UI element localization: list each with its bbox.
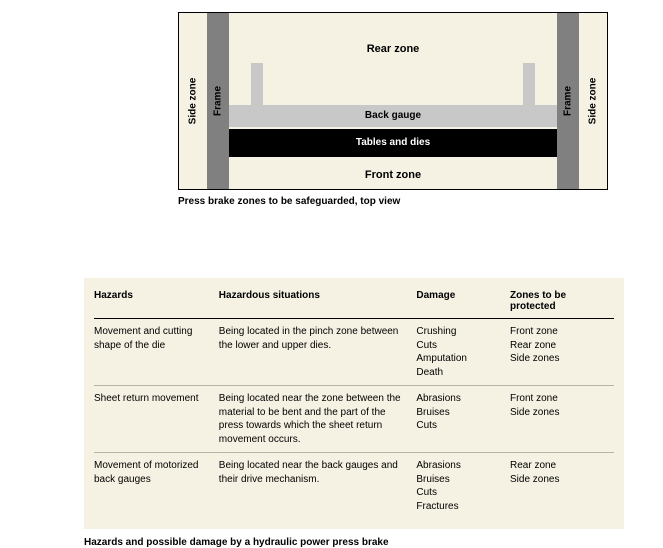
back-gauge-label: Back gauge <box>365 110 421 121</box>
cell-damage: AbrasionsBruisesCuts <box>416 386 510 453</box>
rear-zone: Rear zone <box>229 13 557 85</box>
header-hazards: Hazards <box>94 286 219 319</box>
side-zone-left: Side zone <box>179 13 207 189</box>
table-row: Sheet return movementBeing located near … <box>94 386 614 453</box>
damage-item: Amputation <box>416 352 504 366</box>
central-area: Rear zone Back gauge Tables and dies Fro… <box>229 13 557 189</box>
damage-item: Crushing <box>416 325 504 339</box>
tables-dies-label: Tables and dies <box>356 137 430 148</box>
hazards-table-panel: Hazards Hazardous situations Damage Zone… <box>84 278 624 529</box>
table-row: Movement and cutting shape of the dieBei… <box>94 319 614 386</box>
cell-situation: Being located near the back gauges and t… <box>219 453 417 520</box>
header-situations: Hazardous situations <box>219 286 417 319</box>
table-header-row: Hazards Hazardous situations Damage Zone… <box>94 286 614 319</box>
zone-item: Front zone <box>510 325 608 339</box>
table-caption: Hazards and possible damage by a hydraul… <box>84 537 624 548</box>
hazards-table-section: Hazards Hazardous situations Damage Zone… <box>84 278 624 548</box>
damage-item: Cuts <box>416 486 504 500</box>
cell-zones: Rear zoneSide zones <box>510 453 614 520</box>
side-zone-right-label: Side zone <box>588 78 599 125</box>
damage-item: Abrasions <box>416 392 504 406</box>
damage-item: Abrasions <box>416 459 504 473</box>
frame-right: Frame <box>557 13 579 189</box>
back-gauge: Back gauge <box>229 105 557 127</box>
side-zone-left-label: Side zone <box>188 78 199 125</box>
gauge-arm-right <box>523 63 535 109</box>
header-zones: Zones to be protected <box>510 286 614 319</box>
header-damage: Damage <box>416 286 510 319</box>
side-zone-right: Side zone <box>579 13 607 189</box>
cell-hazard: Sheet return movement <box>94 386 219 453</box>
zone-item: Rear zone <box>510 339 608 353</box>
front-zone-label: Front zone <box>229 169 557 181</box>
zone-item: Front zone <box>510 392 608 406</box>
zone-item: Side zones <box>510 406 608 420</box>
cell-damage: AbrasionsBruisesCutsFractures <box>416 453 510 520</box>
frame-left-label: Frame <box>213 86 224 116</box>
damage-item: Fractures <box>416 500 504 514</box>
press-brake-diagram: Side zone Frame Rear zone Back gauge Tab… <box>178 12 608 190</box>
cell-zones: Front zoneSide zones <box>510 386 614 453</box>
zone-item: Side zones <box>510 352 608 366</box>
frame-right-label: Frame <box>563 86 574 116</box>
diagram-caption: Press brake zones to be safeguarded, top… <box>178 196 608 207</box>
table-body: Movement and cutting shape of the dieBei… <box>94 319 614 520</box>
hazards-table: Hazards Hazardous situations Damage Zone… <box>94 286 614 519</box>
front-zone: Front zone <box>229 161 557 189</box>
damage-item: Cuts <box>416 419 504 433</box>
press-brake-diagram-section: Side zone Frame Rear zone Back gauge Tab… <box>178 12 608 207</box>
damage-item: Cuts <box>416 339 504 353</box>
zone-item: Rear zone <box>510 459 608 473</box>
zone-item: Side zones <box>510 473 608 487</box>
cell-damage: CrushingCutsAmputationDeath <box>416 319 510 386</box>
rear-zone-label: Rear zone <box>229 43 557 55</box>
table-row: Movement of motorized back gaugesBeing l… <box>94 453 614 520</box>
tables-and-dies: Tables and dies <box>229 129 557 157</box>
frame-left: Frame <box>207 13 229 189</box>
damage-item: Bruises <box>416 406 504 420</box>
cell-hazard: Movement and cutting shape of the die <box>94 319 219 386</box>
cell-hazard: Movement of motorized back gauges <box>94 453 219 520</box>
damage-item: Death <box>416 366 504 380</box>
gauge-arm-left <box>251 63 263 109</box>
damage-item: Bruises <box>416 473 504 487</box>
cell-situation: Being located in the pinch zone between … <box>219 319 417 386</box>
cell-situation: Being located near the zone between the … <box>219 386 417 453</box>
cell-zones: Front zoneRear zoneSide zones <box>510 319 614 386</box>
